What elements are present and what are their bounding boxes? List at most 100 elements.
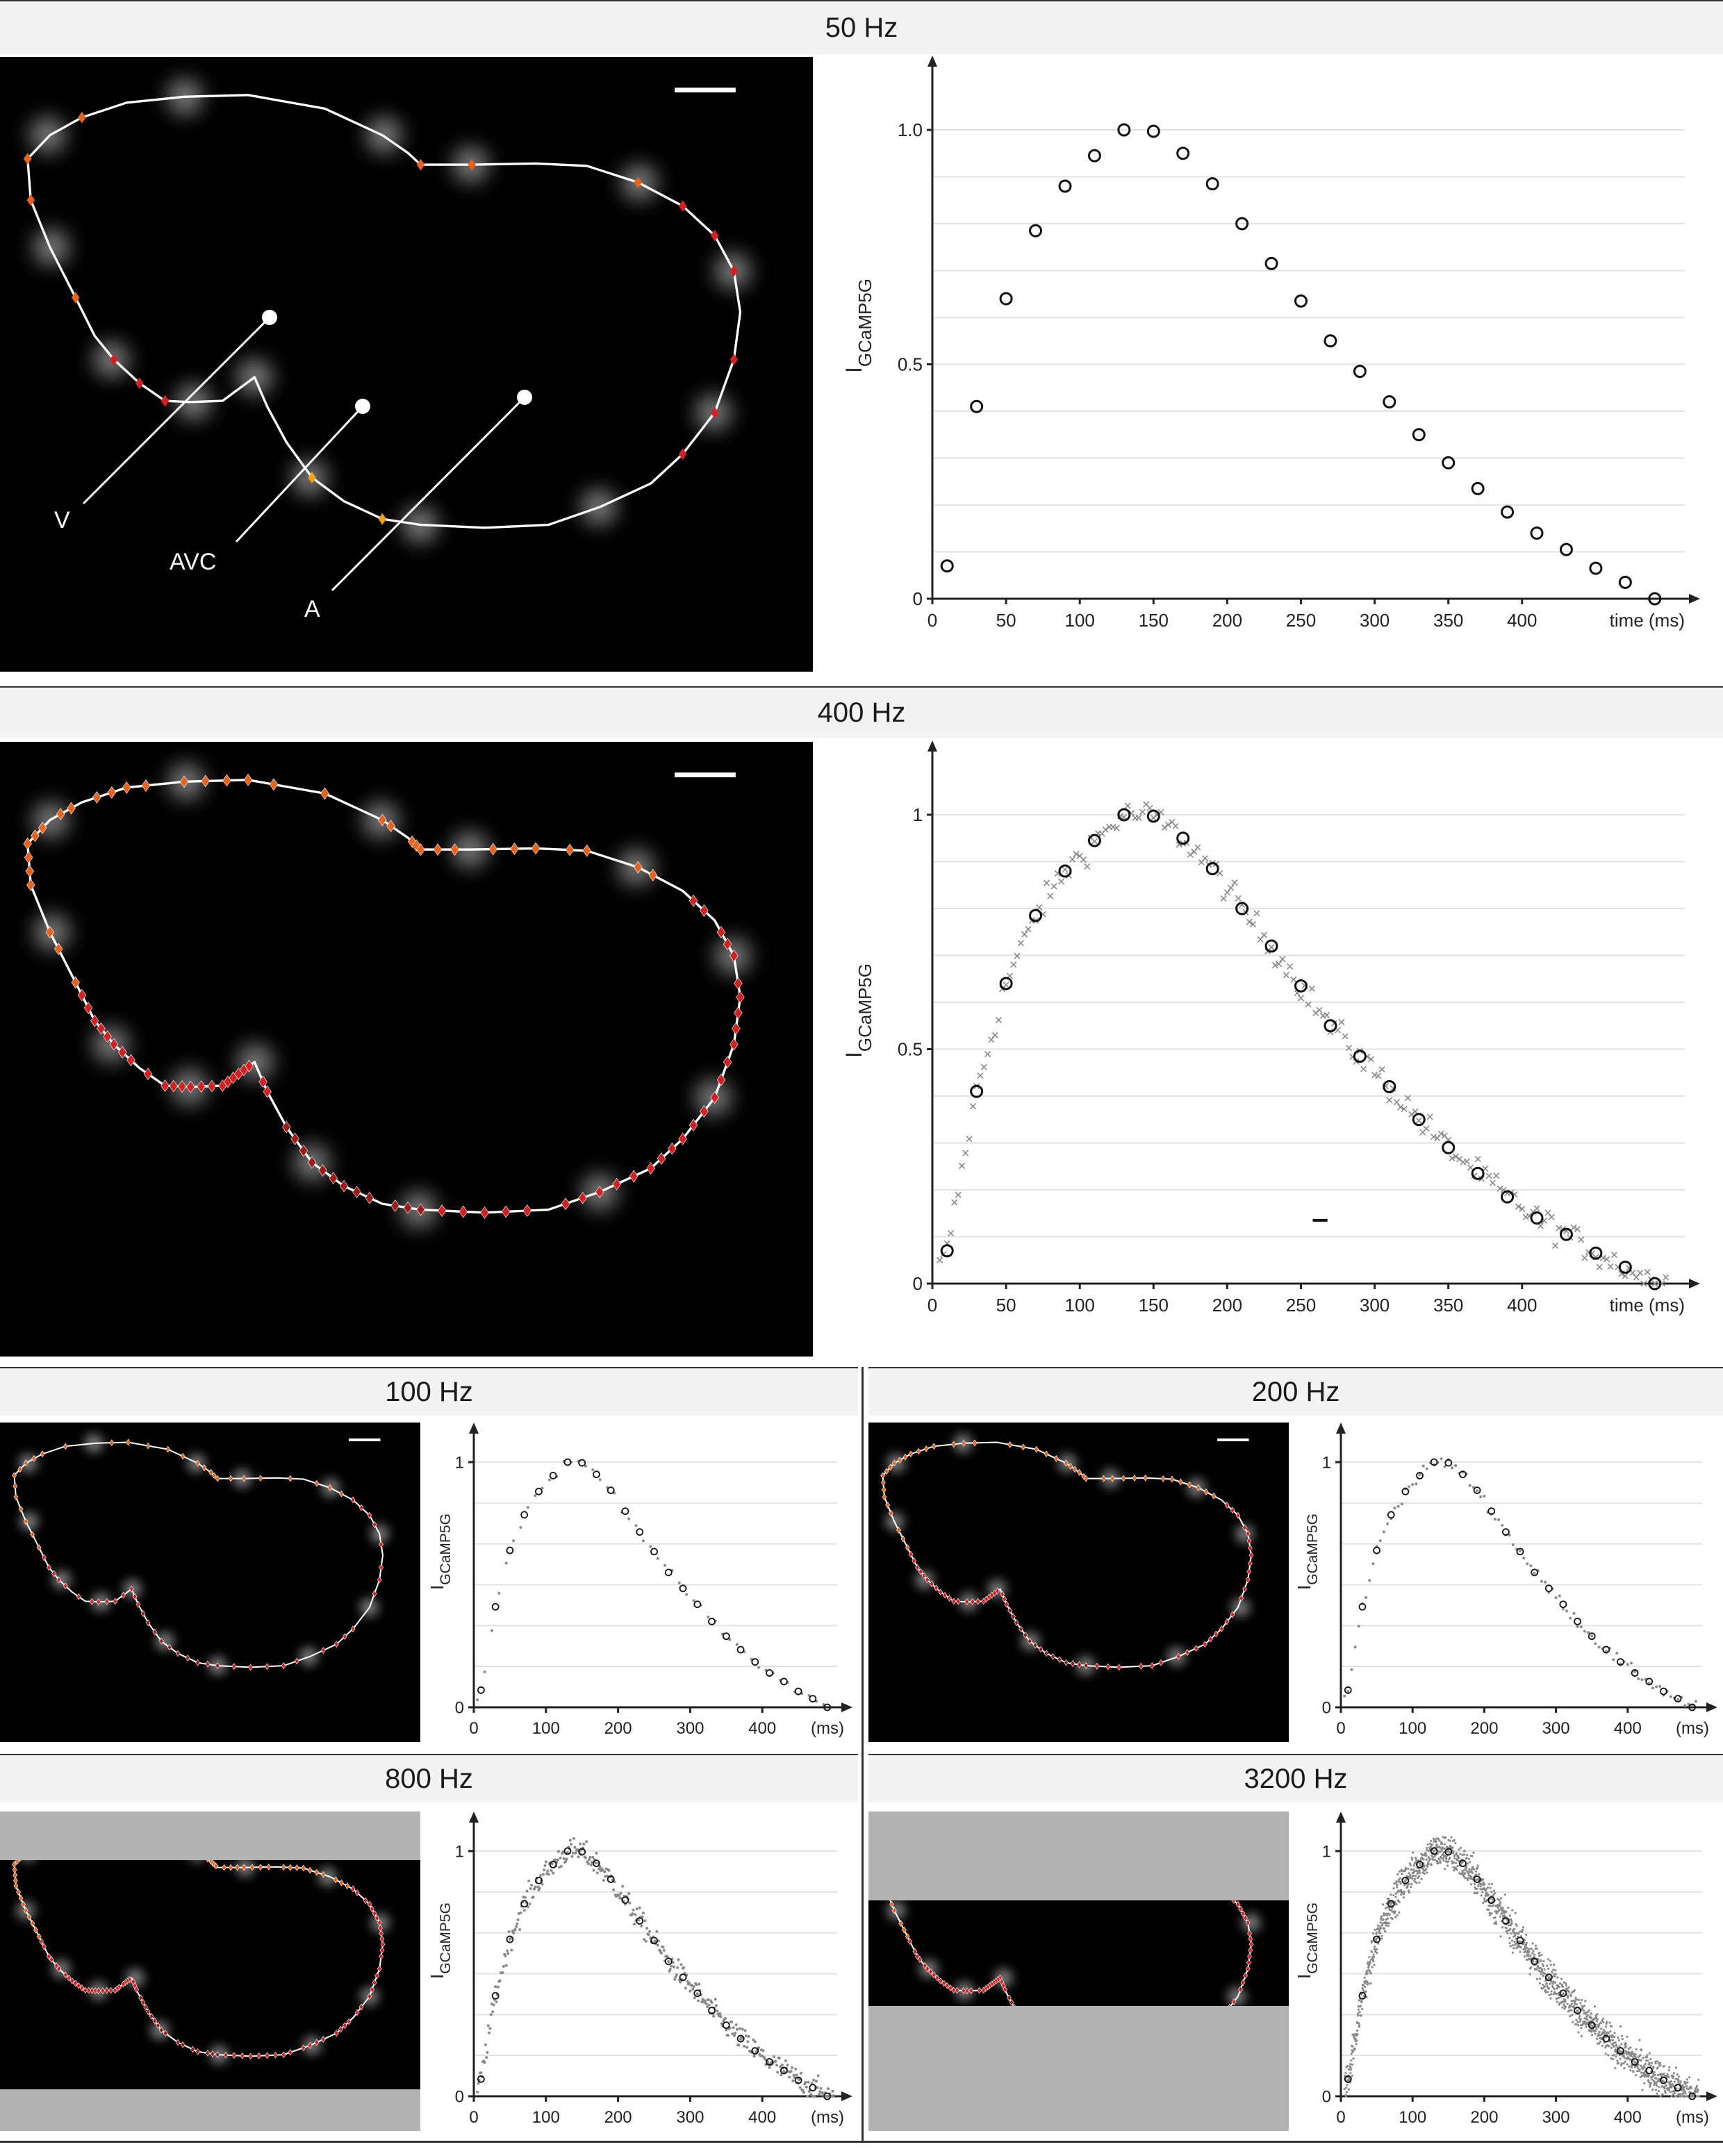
data-point-dot [1604,2025,1608,2028]
activation-marker [896,1527,901,1534]
y-tick-label: 0 [913,588,923,609]
data-point-dot [582,1842,586,1846]
data-point-dot [1685,2087,1688,2090]
activation-marker [1196,1484,1201,1491]
data-point-circle [1588,1632,1596,1641]
data-point-dot [538,1886,541,1890]
data-point-dot [1440,1842,1444,1845]
data-point-circle [1058,864,1072,878]
data-point-circle [1430,1458,1438,1466]
activation-marker [56,808,65,820]
data-point-dot [791,2066,794,2069]
data-point-circle [664,1568,673,1577]
data-point-dot [1507,1907,1510,1909]
data-point-dot [744,2034,748,2038]
data-point-dot [1439,1859,1442,1862]
data-point-circle [1531,1568,1539,1577]
activation-marker [47,1564,51,1571]
data-point-dot [1398,1911,1401,1914]
data-point-dot [704,2002,708,2005]
activation-marker [888,1463,893,1471]
activation-marker [215,2051,220,2058]
data-point-dot [1357,1625,1360,1628]
data-point-cross [1316,1006,1323,1013]
data-point-dot [1525,1950,1528,1954]
data-point-dot [1589,2015,1592,2018]
data-point-dot [640,1924,643,1927]
data-point-dot [1506,1932,1509,1934]
data-point-circle [1516,1548,1524,1556]
activation-marker [700,1105,709,1118]
x-tick-label: 0 [1336,2108,1345,2127]
data-point-circle [1473,1875,1481,1883]
data-point-dot [1412,1871,1415,1873]
data-point-dot [564,1859,568,1863]
data-point-cross [1164,821,1172,828]
activation-marker [110,354,118,365]
data-point-circle [1574,1618,1581,1625]
data-point-dot [1433,1840,1435,1843]
data-point-circle [1235,217,1249,231]
data-point-dot [1418,1881,1421,1884]
data-point-dot [1610,2057,1613,2060]
x-tick-label: 300 [676,1719,704,1738]
data-point-cross [1393,1099,1400,1106]
data-point-dot [634,1524,638,1527]
data-point-dot [1463,1853,1466,1856]
activation-marker [700,904,709,917]
annotation-dot [355,399,370,414]
data-point-dot [1411,1483,1415,1486]
data-point-dot [673,1965,676,1968]
activation-marker [1185,1649,1190,1656]
data-point-dot [504,1561,508,1565]
data-point-dot [1522,1948,1525,1950]
data-point-dot [1649,2057,1652,2061]
data-point-circle [1444,1848,1453,1856]
data-point-dot [1640,1678,1644,1682]
data-point-dot [484,2043,487,2046]
activation-marker [480,1206,489,1219]
activation-marker [53,1962,59,1969]
data-point-circle [940,1244,954,1258]
data-point-dot [1598,2042,1601,2045]
data-point-dot [1437,1861,1440,1865]
data-point-dot [1391,1917,1394,1921]
data-point-dot [1671,2083,1674,2086]
data-point-dot [1683,2085,1685,2089]
data-point-dot [1350,2053,1353,2055]
x-tick-label: 200 [1470,2108,1498,2127]
data-point-dot [497,1985,500,1989]
activation-marker [135,1600,141,1608]
data-point-circle [506,1546,514,1554]
cell-glow [1231,1598,1250,1617]
activation-marker [301,1864,306,1872]
data-point-dot [1610,2036,1614,2039]
activation-marker [258,1075,267,1088]
data-point-dot [1467,1877,1469,1880]
data-point-circle [563,1847,572,1855]
activation-marker [918,1568,923,1575]
annotation-line [331,396,526,592]
data-point-dot [1609,2030,1612,2033]
data-point-circle [578,1848,586,1856]
data-point-dot [632,1923,636,1926]
activation-marker [117,1046,127,1059]
data-point-dot [1613,2032,1616,2034]
data-point-dot [780,2063,784,2066]
data-point-dot [1485,1898,1488,1901]
data-point-dot [1392,1887,1395,1890]
activation-marker [716,1073,726,1086]
activation-marker [646,1162,655,1175]
data-point-dot [1517,1932,1520,1935]
data-point-dot [728,1638,732,1641]
activation-marker [923,1445,929,1452]
data-point-dot [1429,1857,1432,1860]
data-point-dot [1431,1858,1434,1861]
activation-marker [1240,1910,1246,1917]
data-point-circle [1430,1847,1438,1855]
data-point-dot [1480,1894,1483,1897]
activation-marker [215,1662,220,1669]
data-point-cross [1378,1065,1385,1073]
data-point-dot [1513,1934,1517,1937]
data-point-dot [1590,2012,1592,2015]
